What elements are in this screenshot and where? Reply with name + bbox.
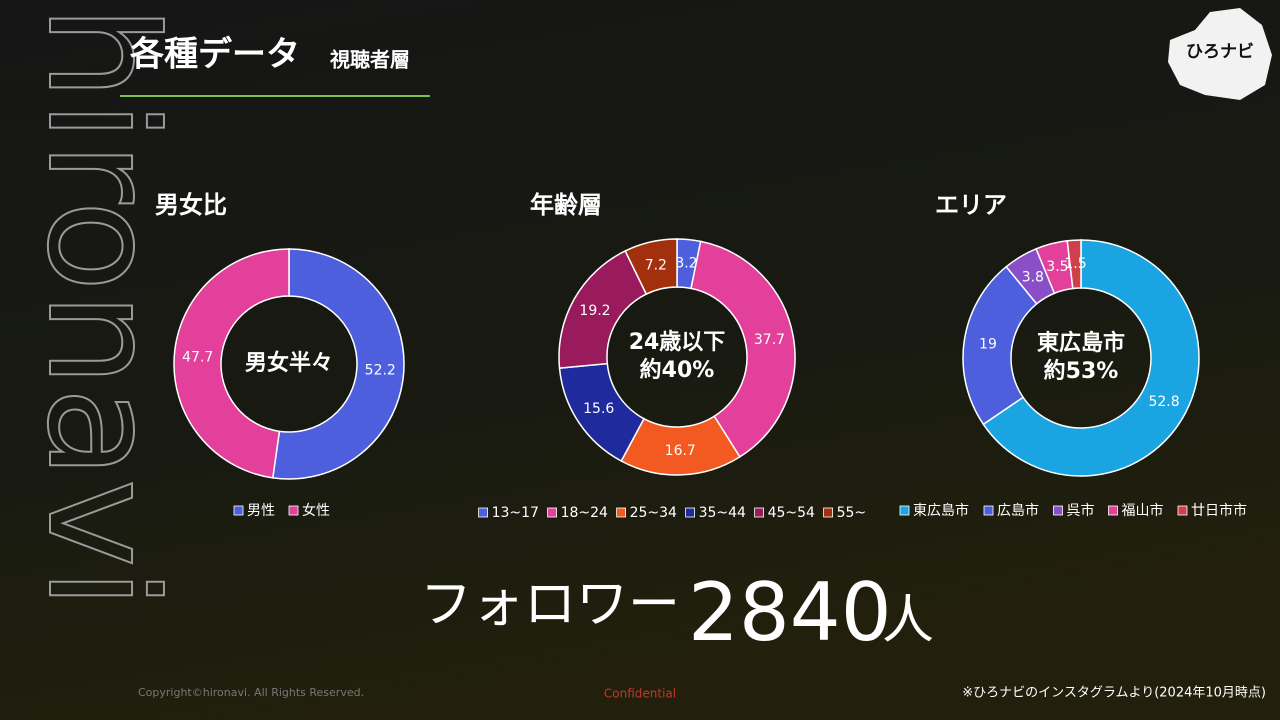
- chart-title: 男女比: [155, 191, 227, 219]
- followers-count: 2840: [688, 566, 892, 659]
- donut-segment: [173, 248, 290, 479]
- legend-label: 45~54: [768, 505, 815, 521]
- logo-text: ひろナビ: [1186, 42, 1254, 62]
- legend-label: 廿日市市: [1191, 502, 1247, 519]
- legend-label: 男性: [247, 503, 275, 519]
- chart-title: 年齢層: [530, 191, 602, 219]
- page-title: 各種データ: [130, 35, 300, 75]
- donut-segment: [624, 238, 678, 296]
- legend-swatch: [1177, 505, 1188, 516]
- legend-label: 広島市: [997, 502, 1039, 519]
- donut-segment: [982, 239, 1200, 477]
- data-label: 3.8: [1022, 269, 1044, 285]
- legend-label: 女性: [302, 502, 330, 519]
- legend-swatch: [823, 507, 833, 518]
- data-label: 19: [979, 336, 997, 352]
- legend-swatch: [754, 507, 764, 518]
- donut-segment: [962, 265, 1038, 426]
- legend-swatch: [1108, 505, 1118, 516]
- center-label: 24歳以下: [629, 330, 726, 355]
- data-label: 3.2: [675, 255, 697, 271]
- legend-swatch: [547, 507, 557, 518]
- legend-swatch: [899, 505, 910, 516]
- data-label: 37.7: [754, 332, 785, 348]
- legend-label: 25~34: [630, 505, 677, 521]
- confidential: Confidential: [604, 687, 676, 701]
- center-label: 約40%: [640, 357, 715, 383]
- copyright: Copyright©hironavi. All Rights Reserved.: [138, 686, 364, 699]
- legend-label: 35~44: [699, 505, 746, 521]
- chart-title: エリア: [935, 191, 1007, 219]
- watermark: hironavi: [14, 5, 188, 609]
- legend-label: 55~: [837, 505, 867, 521]
- followers-label: フォロワー: [420, 575, 680, 635]
- page-subtitle: 視聴者層: [329, 48, 410, 72]
- donut-segment: [690, 240, 796, 458]
- data-label: 16.7: [665, 443, 696, 459]
- data-label: 52.8: [1148, 394, 1179, 410]
- center-label: 男女半々: [245, 350, 333, 376]
- data-label: 52.2: [365, 362, 396, 378]
- data-label: 19.2: [579, 303, 610, 319]
- followers: フォロワー 2840 人: [420, 566, 934, 659]
- source-note: ※ひろナビのインスタグラムより(2024年10月時点): [962, 686, 1266, 701]
- legend-swatch: [478, 507, 489, 518]
- legend-swatch: [685, 507, 695, 518]
- followers-unit: 人: [882, 591, 934, 651]
- logo-shape: [1168, 8, 1272, 100]
- legend-label: 東広島市: [913, 502, 969, 519]
- data-label: 1.5: [1064, 256, 1086, 272]
- data-label: 15.6: [583, 401, 614, 417]
- legend-label: 18~24: [561, 505, 608, 521]
- legend-label: 呉市: [1067, 502, 1095, 519]
- legend-swatch: [233, 505, 244, 516]
- center-label: 東広島市: [1037, 330, 1125, 356]
- data-label: 3.5: [1046, 259, 1068, 275]
- legend-swatch: [616, 507, 626, 518]
- legend-label: 福山市: [1122, 502, 1164, 519]
- data-label: 7.2: [645, 257, 667, 273]
- legend-swatch: [1053, 505, 1063, 516]
- legend-swatch: [983, 505, 994, 516]
- legend-swatch: [288, 505, 299, 516]
- donut-segment: [271, 248, 405, 480]
- donut-segment: [1066, 239, 1082, 290]
- legend-label: 13~17: [492, 505, 539, 521]
- data-label: 47.7: [182, 350, 213, 366]
- center-label: 約53%: [1044, 358, 1119, 384]
